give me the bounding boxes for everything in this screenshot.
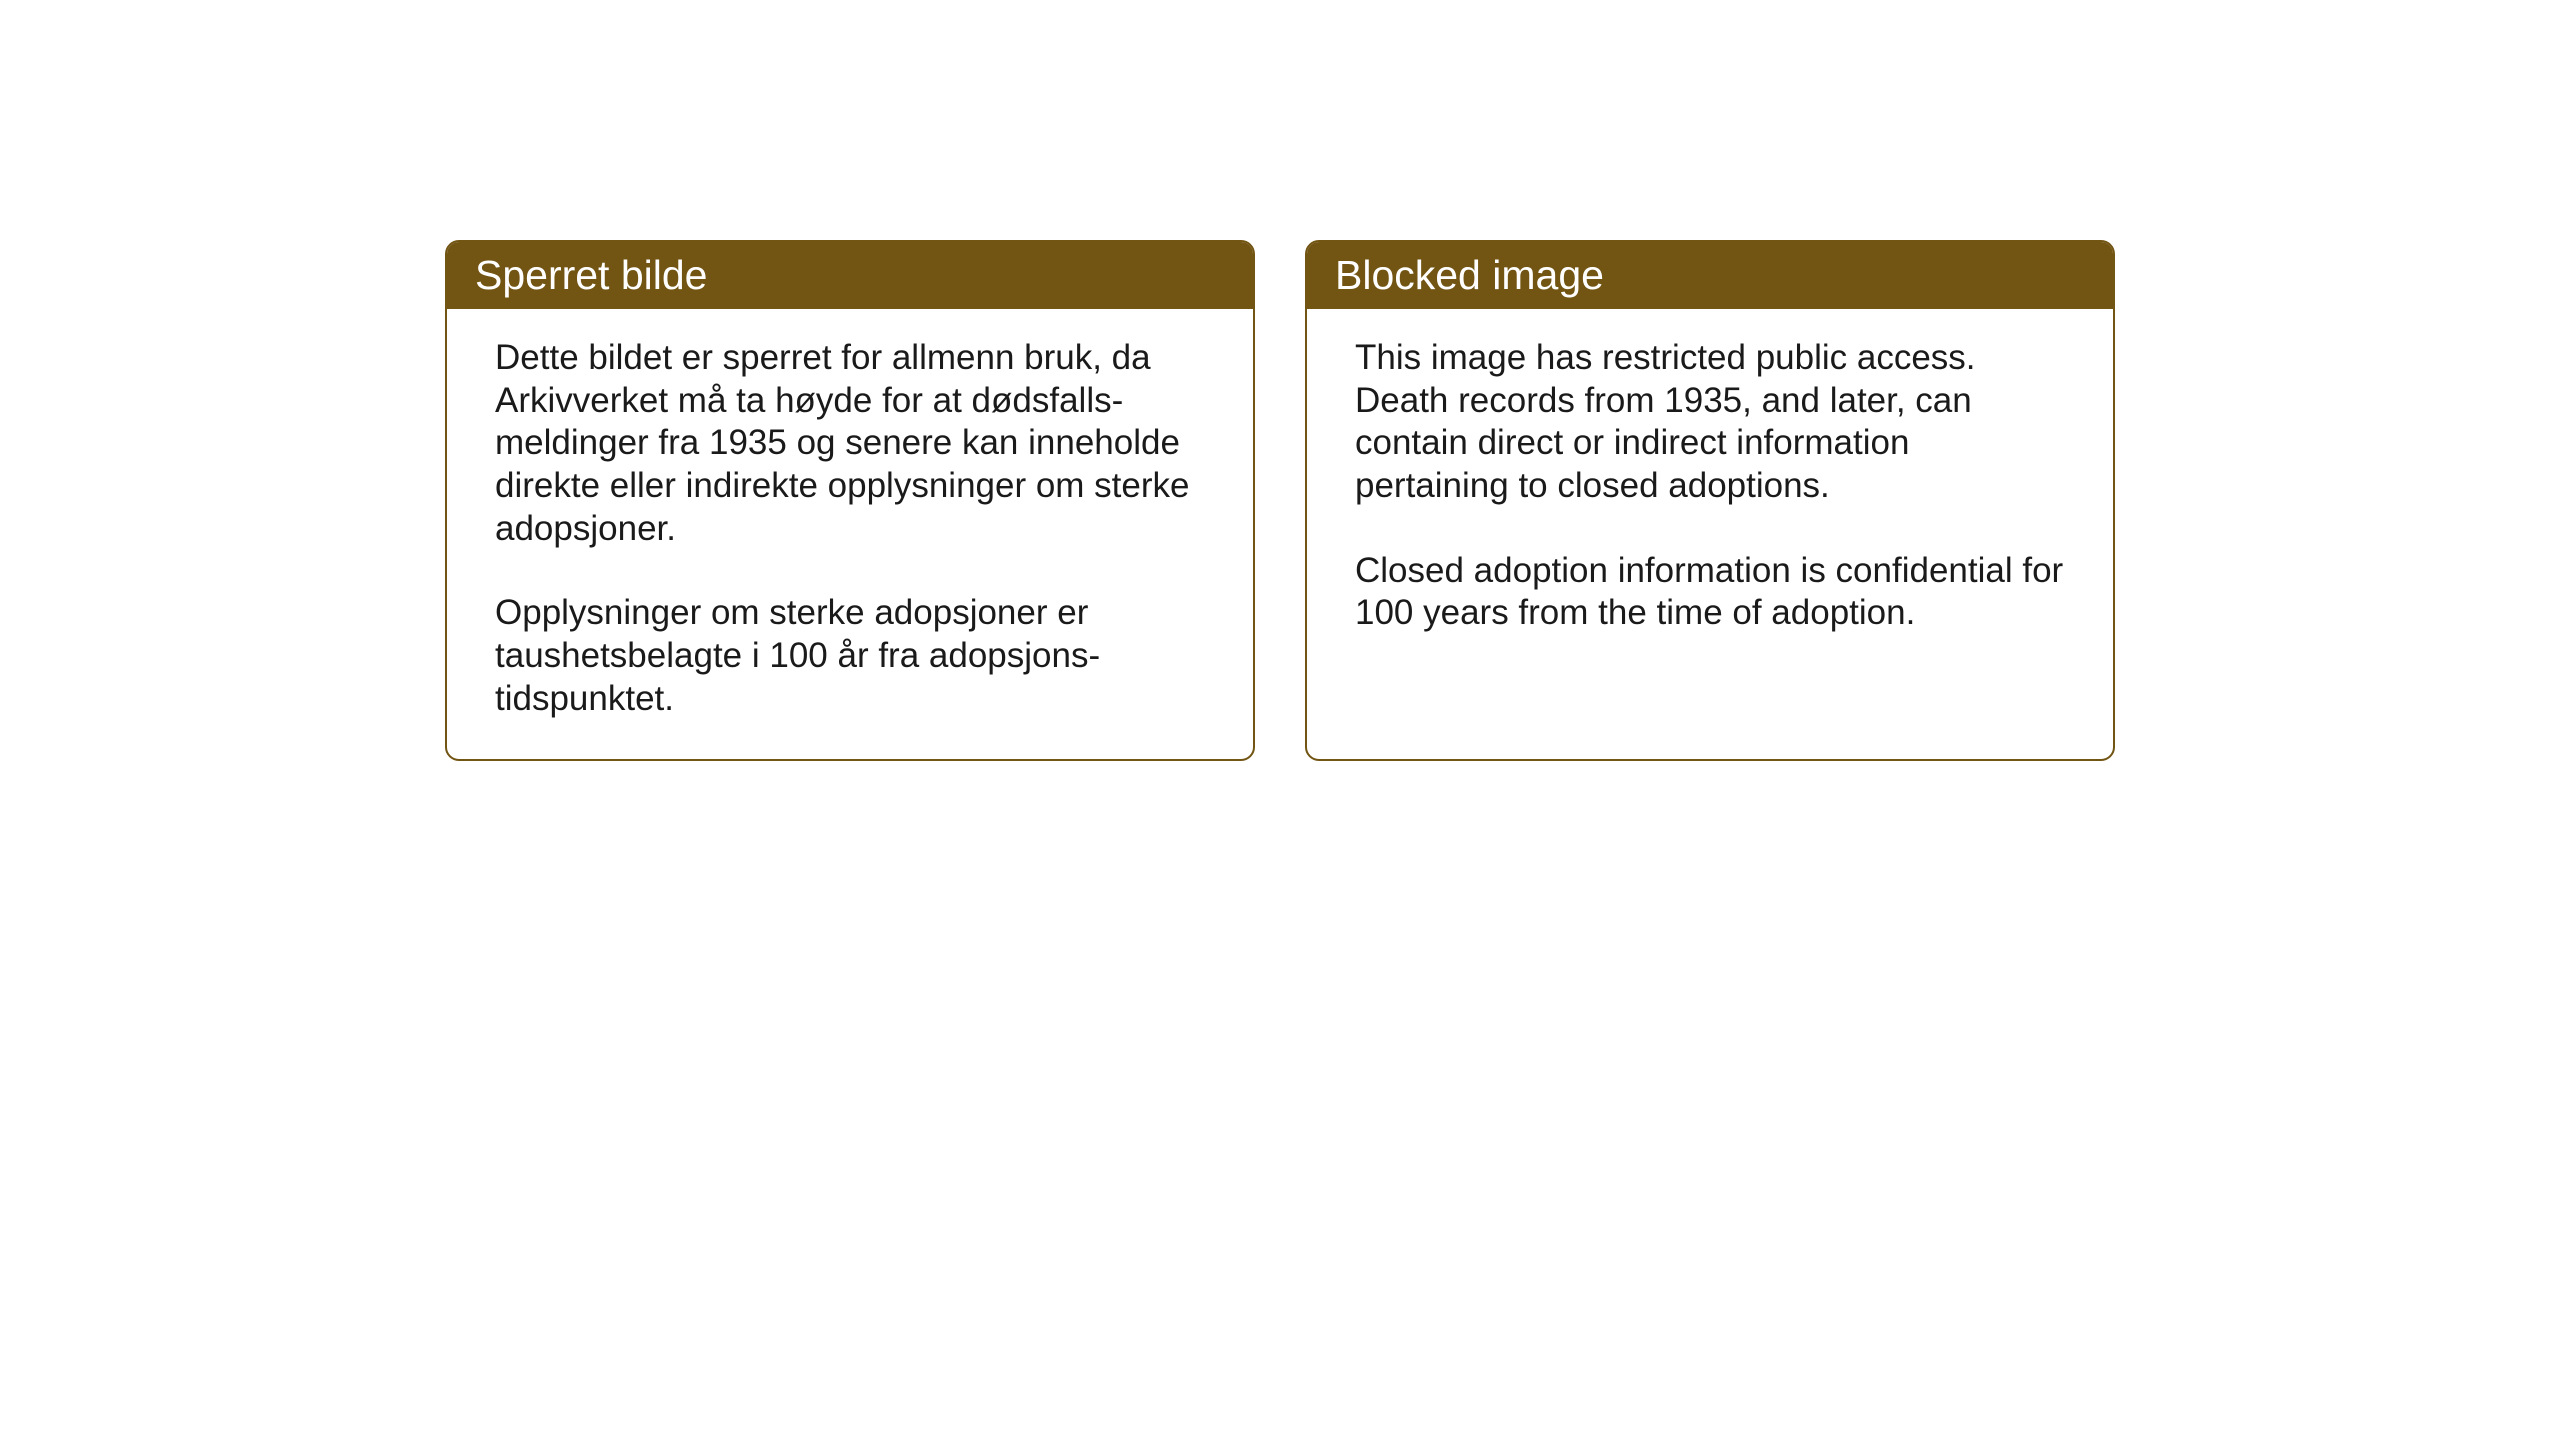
card-norwegian-body: Dette bildet er sperret for allmenn bruk… [447, 309, 1253, 759]
card-english-paragraph2: Closed adoption information is confident… [1355, 550, 2065, 635]
card-english: Blocked image This image has restricted … [1305, 240, 2115, 761]
card-norwegian-header: Sperret bilde [447, 242, 1253, 309]
card-english-paragraph1: This image has restricted public access.… [1355, 337, 2065, 508]
card-english-title: Blocked image [1335, 252, 1604, 298]
card-norwegian-paragraph1: Dette bildet er sperret for allmenn bruk… [495, 337, 1205, 550]
card-norwegian-paragraph2: Opplysninger om sterke adopsjoner er tau… [495, 592, 1205, 720]
card-norwegian-title: Sperret bilde [475, 252, 707, 298]
cards-container: Sperret bilde Dette bildet er sperret fo… [445, 240, 2115, 761]
card-norwegian: Sperret bilde Dette bildet er sperret fo… [445, 240, 1255, 761]
card-english-body: This image has restricted public access.… [1307, 309, 2113, 673]
card-english-header: Blocked image [1307, 242, 2113, 309]
